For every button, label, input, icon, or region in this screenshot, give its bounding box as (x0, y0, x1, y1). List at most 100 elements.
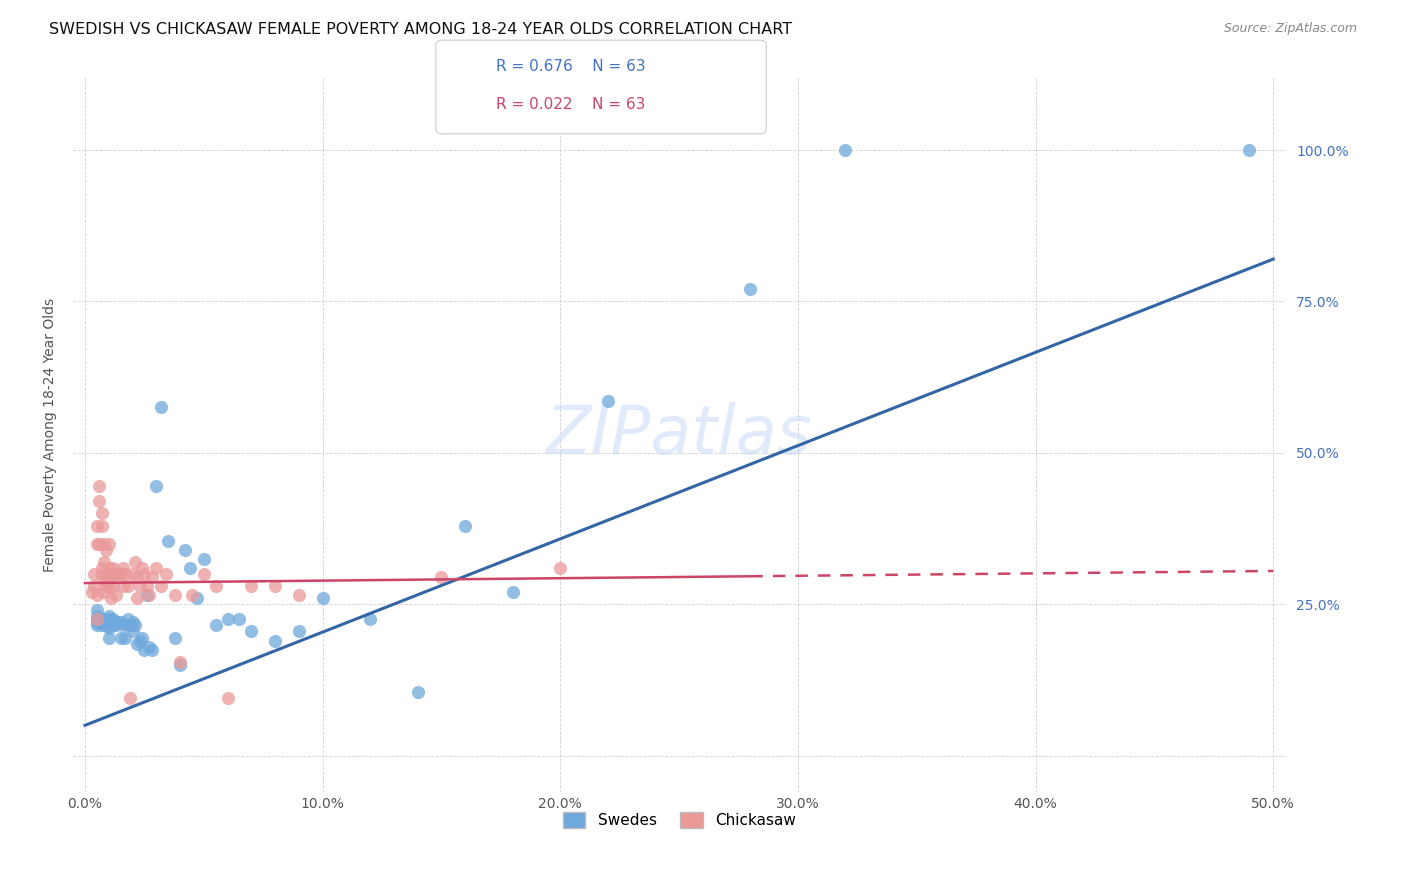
Point (93, 585, 115, 599)
Point (96, 579, 118, 593)
Point (103, 561, 125, 575)
Point (430, 570, 453, 584)
Point (288, 624, 311, 639)
Point (90, 612, 112, 626)
Point (104, 566, 127, 581)
Point (193, 566, 215, 581)
Point (359, 612, 381, 626)
Point (97, 537, 120, 551)
Point (96, 618, 118, 632)
Point (135, 579, 157, 593)
Point (311, 591, 333, 606)
Point (90, 615, 112, 630)
Point (406, 685, 429, 699)
Point (83, 579, 105, 593)
Point (180, 588, 202, 602)
Point (124, 618, 146, 632)
Point (86, 588, 108, 602)
Point (740, 282, 762, 296)
Point (131, 631, 153, 645)
Point (97, 622, 120, 636)
Point (264, 633, 287, 648)
Point (288, 588, 311, 602)
Point (134, 566, 156, 581)
Point (240, 579, 263, 593)
Point (217, 691, 239, 706)
Point (103, 566, 125, 581)
Point (138, 640, 160, 654)
Point (86, 609, 108, 624)
Point (89, 537, 111, 551)
Point (86, 615, 108, 630)
Point (169, 657, 191, 672)
Point (217, 612, 239, 626)
Point (120, 691, 142, 706)
Point (97, 615, 120, 630)
Point (110, 566, 132, 581)
Point (117, 618, 139, 632)
Point (93, 612, 115, 626)
Point (97, 561, 120, 575)
Point (173, 542, 195, 557)
Point (131, 561, 153, 575)
Point (145, 479, 167, 493)
Point (86, 518, 108, 533)
Text: ZIPatlas: ZIPatlas (546, 401, 813, 467)
Point (134, 642, 156, 657)
Y-axis label: Female Poverty Among 18-24 Year Olds: Female Poverty Among 18-24 Year Olds (44, 298, 58, 572)
Point (82, 585, 104, 599)
Point (120, 618, 142, 632)
Point (1239, 143, 1261, 157)
Point (110, 631, 132, 645)
Point (135, 588, 157, 602)
Point (97, 618, 120, 632)
Point (117, 612, 139, 626)
Point (114, 631, 136, 645)
Point (103, 612, 125, 626)
Point (93, 537, 115, 551)
Point (86, 612, 108, 626)
Point (169, 655, 191, 669)
Point (86, 618, 108, 632)
Point (157, 533, 180, 548)
Point (114, 566, 136, 581)
Point (454, 518, 477, 533)
Point (104, 588, 127, 602)
Text: R = 0.022    N = 63: R = 0.022 N = 63 (496, 97, 645, 112)
Point (117, 579, 139, 593)
Point (141, 570, 163, 584)
Point (97, 612, 120, 626)
Point (155, 566, 177, 581)
Point (110, 615, 132, 630)
Point (193, 551, 215, 566)
Point (97, 573, 120, 587)
Point (97, 579, 120, 593)
Text: SWEDISH VS CHICKASAW FEMALE POVERTY AMONG 18-24 YEAR OLDS CORRELATION CHART: SWEDISH VS CHICKASAW FEMALE POVERTY AMON… (49, 22, 793, 37)
Point (150, 401, 173, 415)
Point (83, 566, 105, 581)
Point (103, 618, 125, 632)
Point (96, 542, 118, 557)
Point (128, 579, 150, 593)
Point (93, 573, 115, 587)
Text: R = 0.676    N = 63: R = 0.676 N = 63 (496, 60, 645, 74)
Point (128, 633, 150, 648)
Point (121, 566, 143, 581)
Point (93, 555, 115, 569)
Point (111, 579, 134, 593)
Point (93, 615, 115, 630)
Point (90, 518, 112, 533)
Point (145, 561, 167, 575)
Point (111, 561, 134, 575)
Point (90, 561, 112, 575)
Point (228, 612, 250, 626)
Point (100, 591, 122, 606)
Point (90, 566, 112, 581)
Point (179, 561, 201, 575)
Point (107, 566, 129, 581)
Point (97, 609, 120, 624)
Point (834, 143, 856, 157)
Point (90, 618, 112, 632)
Point (121, 624, 143, 639)
Point (264, 579, 287, 593)
